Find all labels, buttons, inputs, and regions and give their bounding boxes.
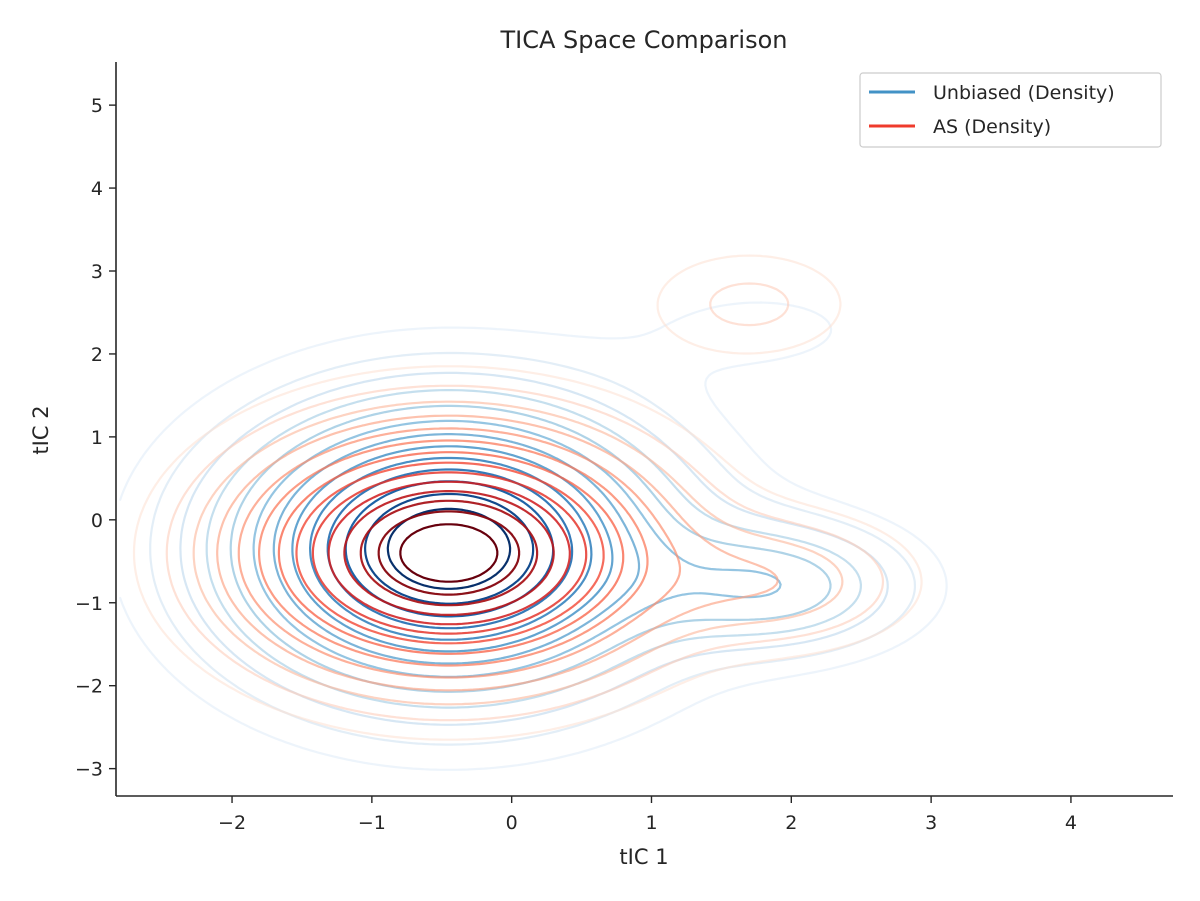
legend-label-as: AS (Density) <box>933 116 1051 138</box>
y-tick-label: 0 <box>91 510 103 532</box>
x-tick-label: −2 <box>218 812 246 834</box>
contour-line <box>216 414 779 692</box>
y-tick-label: −3 <box>75 759 103 781</box>
x-tick-label: 4 <box>1065 812 1077 834</box>
legend-box <box>859 72 1162 148</box>
contour-line <box>149 351 916 746</box>
x-axis-label: tIC 1 <box>619 845 668 869</box>
contour-line <box>311 471 588 635</box>
contour-line <box>192 400 844 706</box>
x-tick-label: −1 <box>358 812 386 834</box>
contour-line <box>343 490 555 616</box>
contour-layer <box>119 254 948 771</box>
contour-line <box>205 389 862 709</box>
contour-line <box>295 461 605 645</box>
y-tick-label: 3 <box>91 261 103 283</box>
axes <box>115 62 1173 797</box>
legend-label-unbiased: Unbiased (Density) <box>933 82 1115 104</box>
contour-line <box>229 404 832 693</box>
contour-line <box>165 282 885 722</box>
y-axis-label: tIC 2 <box>29 405 53 454</box>
contour-line <box>291 445 614 653</box>
chart-title: TICA Space Comparison <box>499 26 787 54</box>
y-tick-label: 4 <box>91 178 103 200</box>
y-tick-label: −1 <box>75 593 103 615</box>
contour-line <box>119 301 948 771</box>
contour-line <box>377 510 521 596</box>
y-tick-label: 5 <box>91 95 103 117</box>
x-tick-label: 2 <box>785 812 797 834</box>
contour-line <box>359 499 539 607</box>
legend: Unbiased (Density) AS (Density) <box>859 72 1162 148</box>
x-tick-label: 3 <box>925 812 937 834</box>
contour-line <box>327 480 571 626</box>
y-tick-label: 2 <box>91 344 103 366</box>
y-tick-label: −2 <box>75 676 103 698</box>
x-tick-label: 0 <box>506 812 518 834</box>
contour-line <box>258 439 649 667</box>
x-tick-label: 1 <box>645 812 657 834</box>
y-tick-label: 1 <box>91 427 103 449</box>
contour-line <box>364 492 535 605</box>
x-ticks: −2 −1 0 1 2 3 4 <box>218 796 1077 834</box>
y-ticks: −3 −2 −1 0 1 2 3 4 5 <box>75 95 116 781</box>
contour-line <box>277 451 625 655</box>
contour-line <box>132 254 923 741</box>
contour-line <box>237 427 682 679</box>
contour-line <box>399 523 499 583</box>
